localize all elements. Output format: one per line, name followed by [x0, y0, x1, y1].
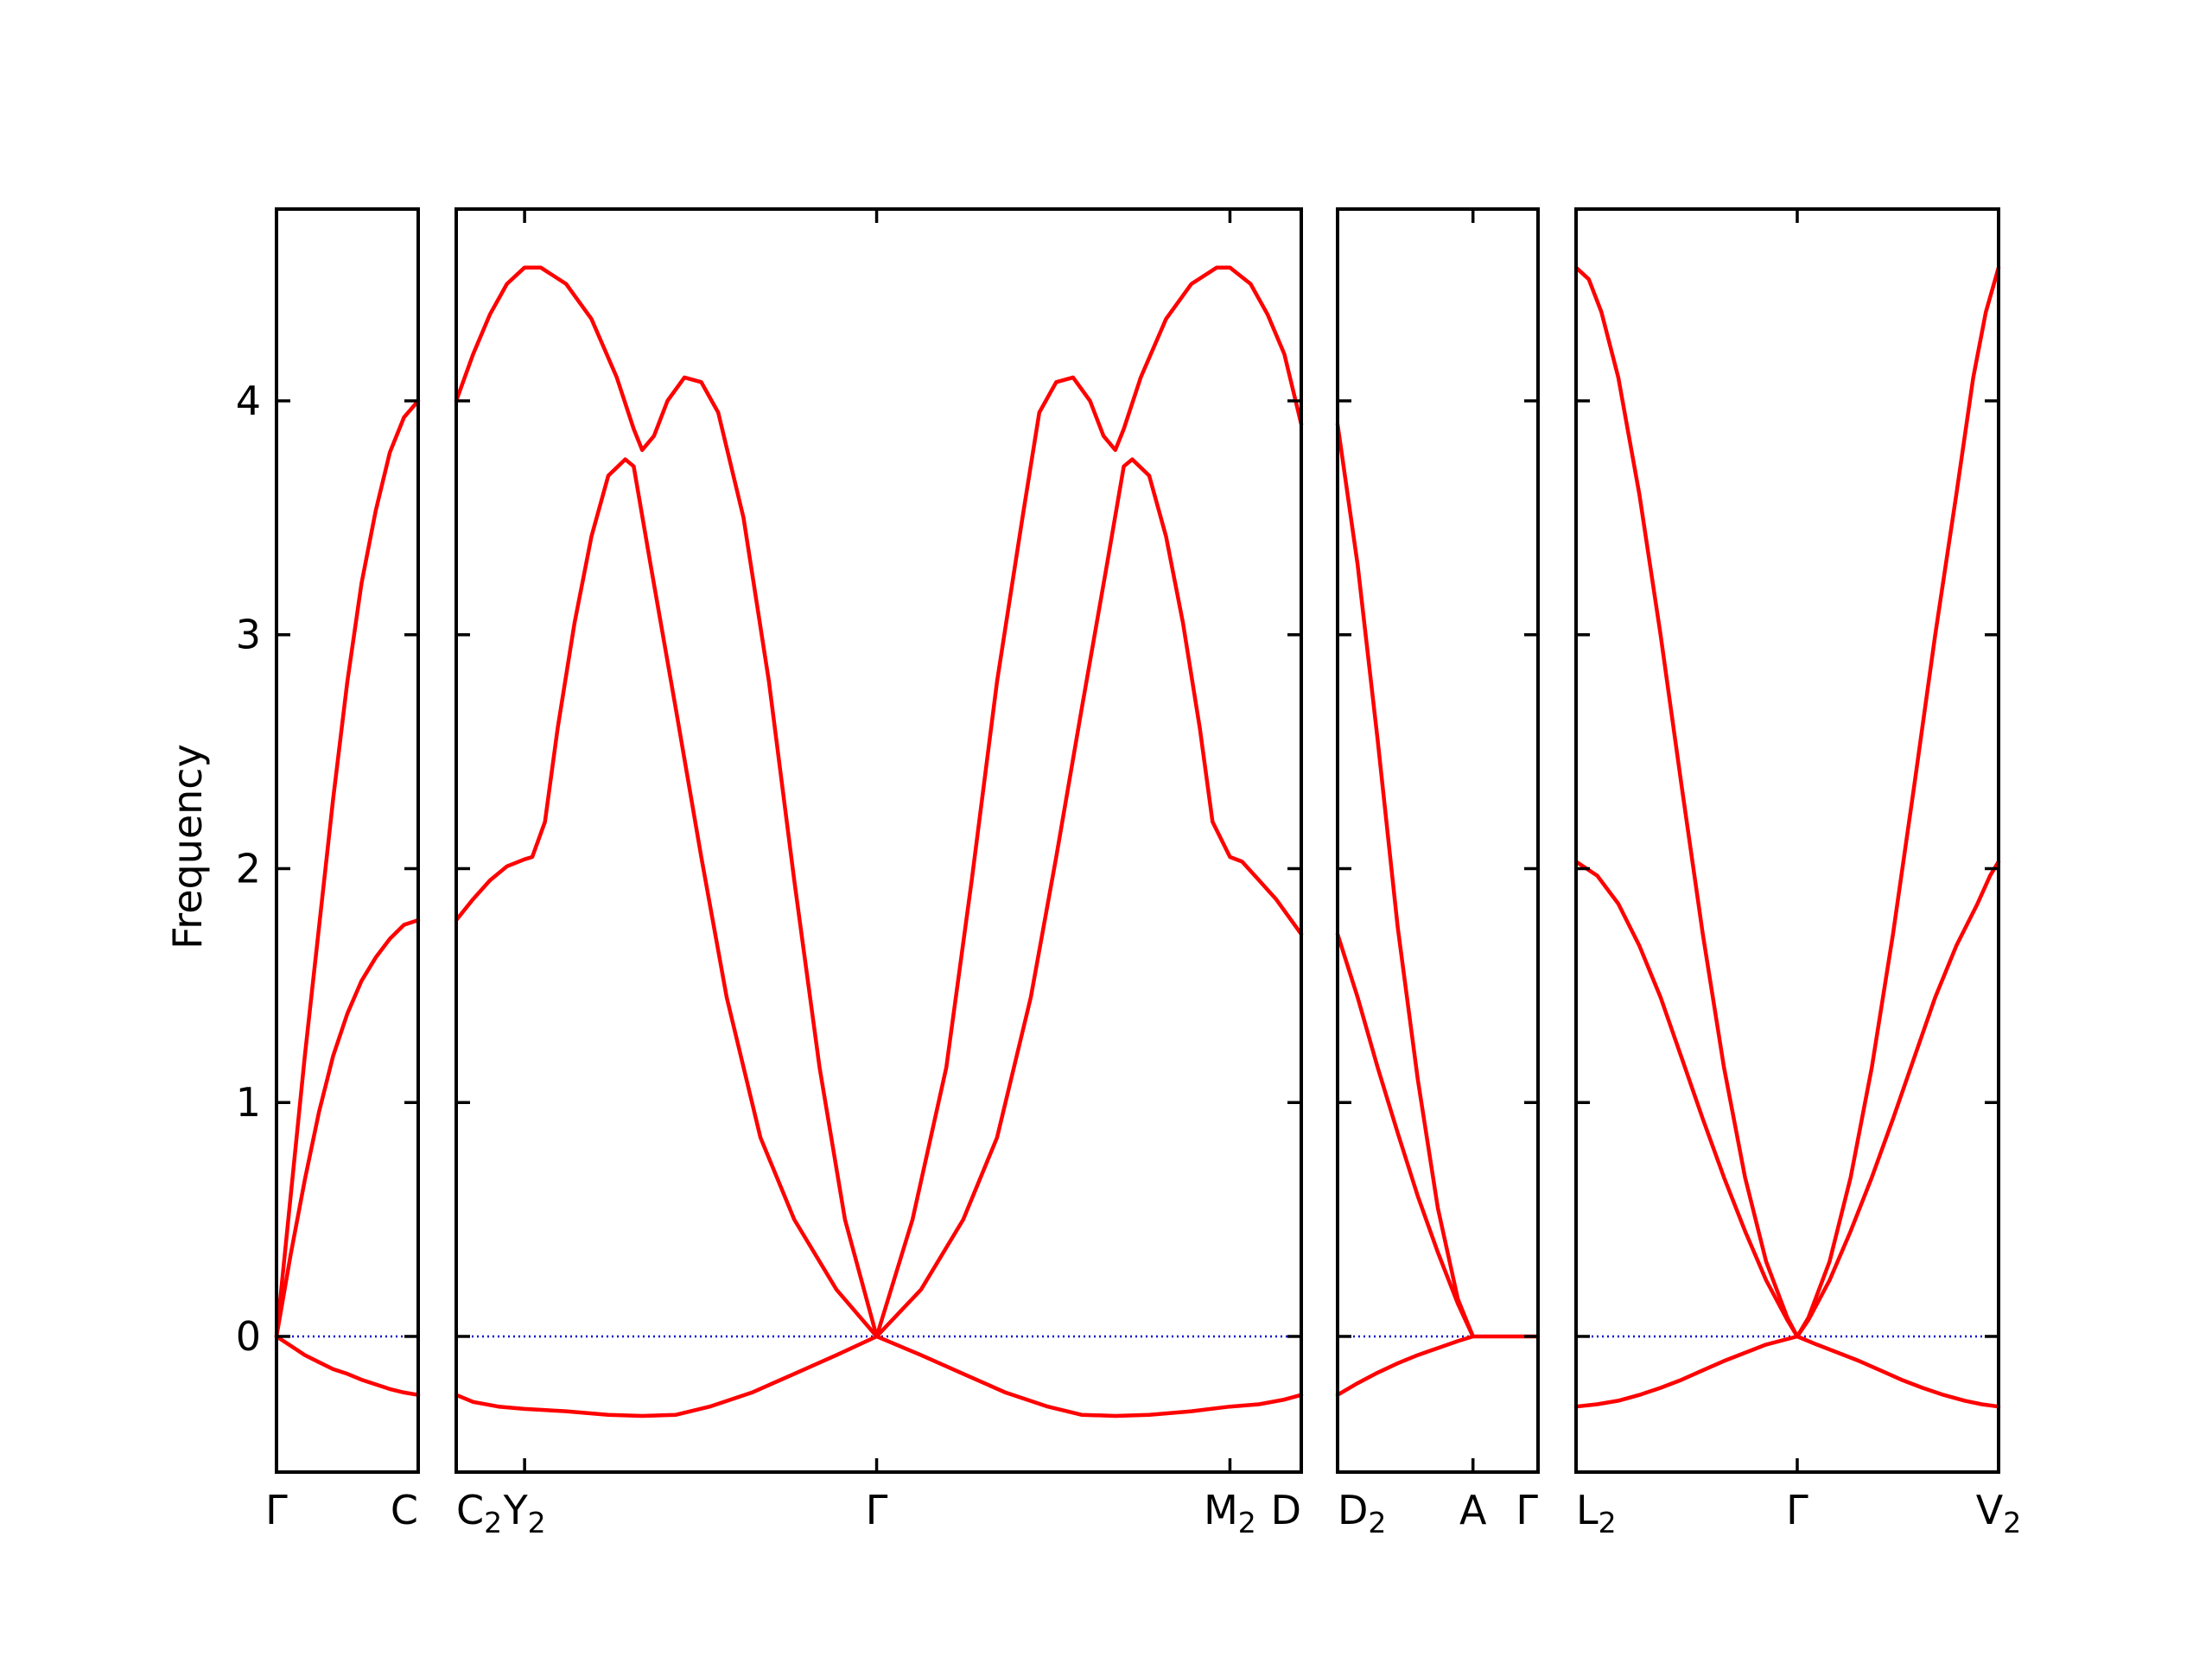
band-line [874, 457, 1304, 1339]
y-tick-label: 1 [236, 1079, 261, 1126]
panel-frame [1574, 207, 2000, 1474]
band-line [274, 398, 421, 1339]
x-tick-label: M2 [1204, 1487, 1256, 1539]
panel-frame [454, 207, 1303, 1474]
band-line [874, 1334, 1304, 1419]
x-tick-label: L2 [1576, 1487, 1617, 1539]
band-line [1335, 1334, 1541, 1397]
y-tick-label: 4 [236, 378, 261, 424]
x-tick-label: Γ [265, 1487, 288, 1533]
x-tick-label: Γ [1786, 1487, 1808, 1533]
x-tick-label: A [1459, 1487, 1487, 1533]
band-line [1335, 932, 1475, 1339]
x-tick-label: Γ [866, 1487, 888, 1533]
band-line [454, 265, 879, 1339]
band-line [874, 265, 1304, 1339]
x-tick-label: Γ [1516, 1487, 1538, 1533]
panel-3: D2 A Γ [1335, 207, 1541, 1539]
band-line [454, 1334, 879, 1419]
band-line [454, 457, 879, 1339]
panel-2: C2 Y2 Γ M2 D [454, 207, 1304, 1539]
band-line [1573, 265, 1800, 1339]
y-tick-label: 2 [236, 845, 261, 892]
y-tick-label: 3 [236, 612, 261, 658]
band-line [1573, 860, 1800, 1339]
band-line [274, 917, 421, 1339]
y-axis-label: Frequency [164, 744, 211, 949]
band-line [1795, 1334, 2001, 1409]
panel-4: L2 Γ V2 [1573, 207, 2021, 1539]
band-line [1795, 265, 2001, 1339]
band-line [1795, 860, 2001, 1339]
x-tick-label: C [391, 1487, 418, 1533]
band-line [1573, 1334, 1800, 1409]
x-tick-label: D2 [1338, 1487, 1386, 1539]
y-tick-label: 0 [236, 1313, 261, 1360]
x-tick-label: D [1271, 1487, 1301, 1533]
x-tick-label: Y2 [503, 1487, 546, 1539]
band-line [1335, 422, 1475, 1339]
panel-frame [275, 207, 420, 1474]
x-tick-label: C2 [456, 1487, 502, 1539]
band-line [274, 1334, 421, 1397]
x-tick-label: V2 [1976, 1487, 2021, 1539]
panel-frame [1336, 207, 1540, 1474]
